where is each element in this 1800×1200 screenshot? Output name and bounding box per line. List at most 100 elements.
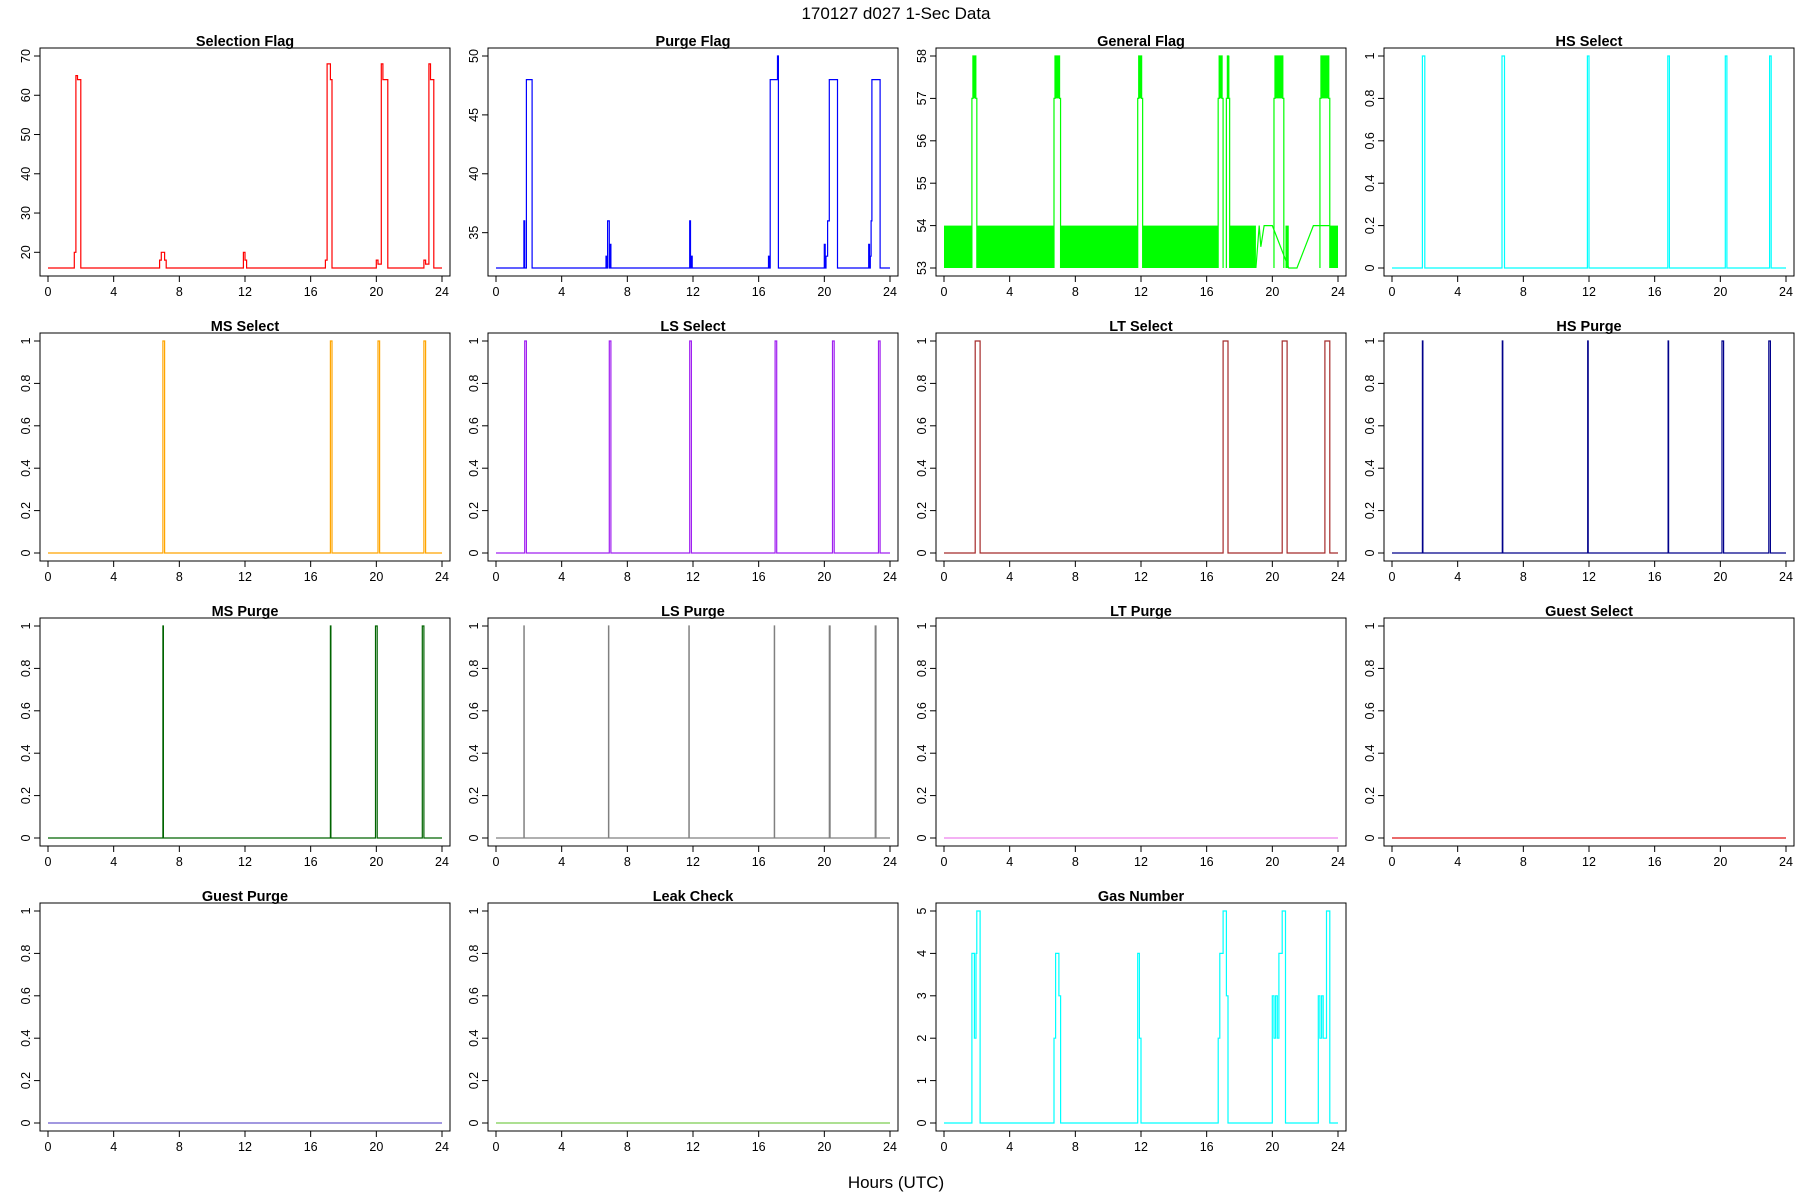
y-tick-label: 53	[915, 261, 929, 275]
x-tick-label: 8	[1072, 285, 1079, 299]
panel-lt-select: LT Select 0 4 8 12 16 20 24 0 0.2 0.4 0.6 0.8 1	[915, 319, 1347, 584]
x-tick-label: 16	[304, 855, 318, 869]
y-tick-label: 0.6	[467, 987, 481, 1004]
x-tick-label: 24	[883, 855, 897, 869]
y-tick-label: 0.6	[19, 987, 33, 1004]
series-line	[1392, 340, 1786, 554]
x-tick-label: 24	[883, 285, 897, 299]
y-tick-label: 0.8	[915, 660, 929, 677]
x-tick-label: 20	[1265, 570, 1279, 584]
y-tick-label: 50	[467, 49, 481, 63]
y-tick-label: 0.6	[1363, 132, 1377, 149]
plot-frame	[39, 617, 451, 847]
x-tick-label: 0	[493, 285, 500, 299]
y-tick-label: 0	[1363, 549, 1377, 556]
x-tick-label: 20	[1265, 855, 1279, 869]
x-tick-label: 24	[883, 570, 897, 584]
panel-general-flag: General Flag 0 4 8 12 16 20 24 53 54 55 56 57 58	[915, 34, 1347, 299]
x-tick-label: 8	[624, 1140, 631, 1154]
x-tick-label: 8	[1520, 855, 1527, 869]
x-tick-label: 24	[1779, 285, 1793, 299]
y-tick-label: 0.2	[1363, 502, 1377, 519]
x-tick-label: 16	[1200, 570, 1214, 584]
x-tick-label: 20	[1713, 570, 1727, 584]
y-tick-label: 0.6	[1363, 702, 1377, 719]
x-tick-label: 0	[941, 855, 948, 869]
x-tick-label: 20	[817, 285, 831, 299]
plot-frame	[487, 47, 899, 277]
panel-title: HS Select	[1556, 34, 1623, 50]
y-tick-label: 0.4	[467, 459, 481, 476]
y-tick-label: 2	[915, 1035, 929, 1042]
plot-frame	[935, 617, 1347, 847]
x-tick-label: 20	[817, 855, 831, 869]
x-tick-label: 8	[1072, 855, 1079, 869]
panel-leak-check: Leak Check 0 4 8 12 16 20 24 0 0.2 0.4 0.6 0.8 1	[467, 889, 899, 1154]
y-tick-label: 0	[915, 834, 929, 841]
x-tick-label: 4	[1006, 570, 1013, 584]
x-tick-label: 16	[304, 1140, 318, 1154]
x-tick-label: 8	[624, 570, 631, 584]
spike-edge	[1319, 55, 1331, 268]
spike-edge	[1273, 55, 1285, 268]
y-tick-label: 0.8	[467, 945, 481, 962]
x-tick-label: 20	[369, 285, 383, 299]
x-tick-label: 8	[624, 855, 631, 869]
spike-block	[1138, 56, 1142, 99]
series-line	[944, 910, 1338, 1124]
band-block	[1142, 225, 1219, 268]
x-tick-label: 24	[435, 855, 449, 869]
y-tick-label: 0	[19, 549, 33, 556]
y-tick-label: 40	[467, 167, 481, 181]
y-tick-label: 1	[915, 337, 929, 344]
series-line	[496, 625, 890, 839]
band-block	[976, 225, 1054, 268]
y-tick-label: 0.4	[1363, 174, 1377, 191]
y-tick-label: 0.2	[19, 502, 33, 519]
y-tick-label: 1	[467, 337, 481, 344]
x-tick-label: 16	[752, 285, 766, 299]
panel-title: LS Purge	[661, 604, 725, 620]
y-tick-label: 0.2	[467, 1072, 481, 1089]
band-block	[1229, 225, 1256, 268]
x-tick-label: 12	[238, 570, 252, 584]
y-tick-label: 54	[915, 219, 929, 233]
x-tick-label: 24	[1331, 570, 1345, 584]
x-tick-label: 16	[752, 570, 766, 584]
panel-ls-select: LS Select 0 4 8 12 16 20 24 0 0.2 0.4 0.6 0.8 1	[467, 319, 899, 584]
y-tick-label: 1	[915, 622, 929, 629]
x-tick-label: 8	[1072, 1140, 1079, 1154]
plot-frame	[39, 902, 451, 1132]
y-tick-label: 1	[19, 622, 33, 629]
x-tick-label: 12	[1134, 855, 1148, 869]
y-tick-label: 1	[1363, 622, 1377, 629]
series-line	[496, 340, 890, 554]
x-tick-label: 8	[1520, 285, 1527, 299]
y-tick-label: 0.2	[915, 502, 929, 519]
figure-xlabel: Hours (UTC)	[848, 1173, 944, 1192]
spike-block	[1219, 56, 1223, 99]
panel-ms-purge: MS Purge 0 4 8 12 16 20 24 0 0.2 0.4 0.6 0.8 1	[19, 604, 451, 869]
panel-title: LT Purge	[1110, 604, 1172, 620]
y-tick-label: 0.4	[19, 1029, 33, 1046]
band-block	[944, 225, 972, 268]
x-tick-label: 24	[435, 570, 449, 584]
y-tick-label: 0.2	[1363, 217, 1377, 234]
x-tick-label: 8	[1520, 570, 1527, 584]
panel-selection-flag: Selection Flag 0 4 8 12 16 20 24 20 30 40 50 60 70	[19, 34, 451, 299]
x-tick-label: 12	[1134, 570, 1148, 584]
x-tick-label: 0	[941, 1140, 948, 1154]
x-tick-label: 0	[493, 855, 500, 869]
x-tick-label: 20	[369, 570, 383, 584]
y-tick-label: 0.8	[467, 375, 481, 392]
panel-ls-purge: LS Purge 0 4 8 12 16 20 24 0 0.2 0.4 0.6 0.8 1	[467, 604, 899, 869]
x-tick-label: 16	[752, 1140, 766, 1154]
series-line	[48, 63, 442, 269]
y-tick-label: 1	[1363, 337, 1377, 344]
panel-title: Leak Check	[653, 889, 735, 905]
panel-hs-purge: HS Purge 0 4 8 12 16 20 24 0 0.2 0.4 0.6 0.8 1	[1363, 319, 1795, 584]
x-tick-label: 16	[1200, 855, 1214, 869]
y-tick-label: 0.8	[915, 375, 929, 392]
